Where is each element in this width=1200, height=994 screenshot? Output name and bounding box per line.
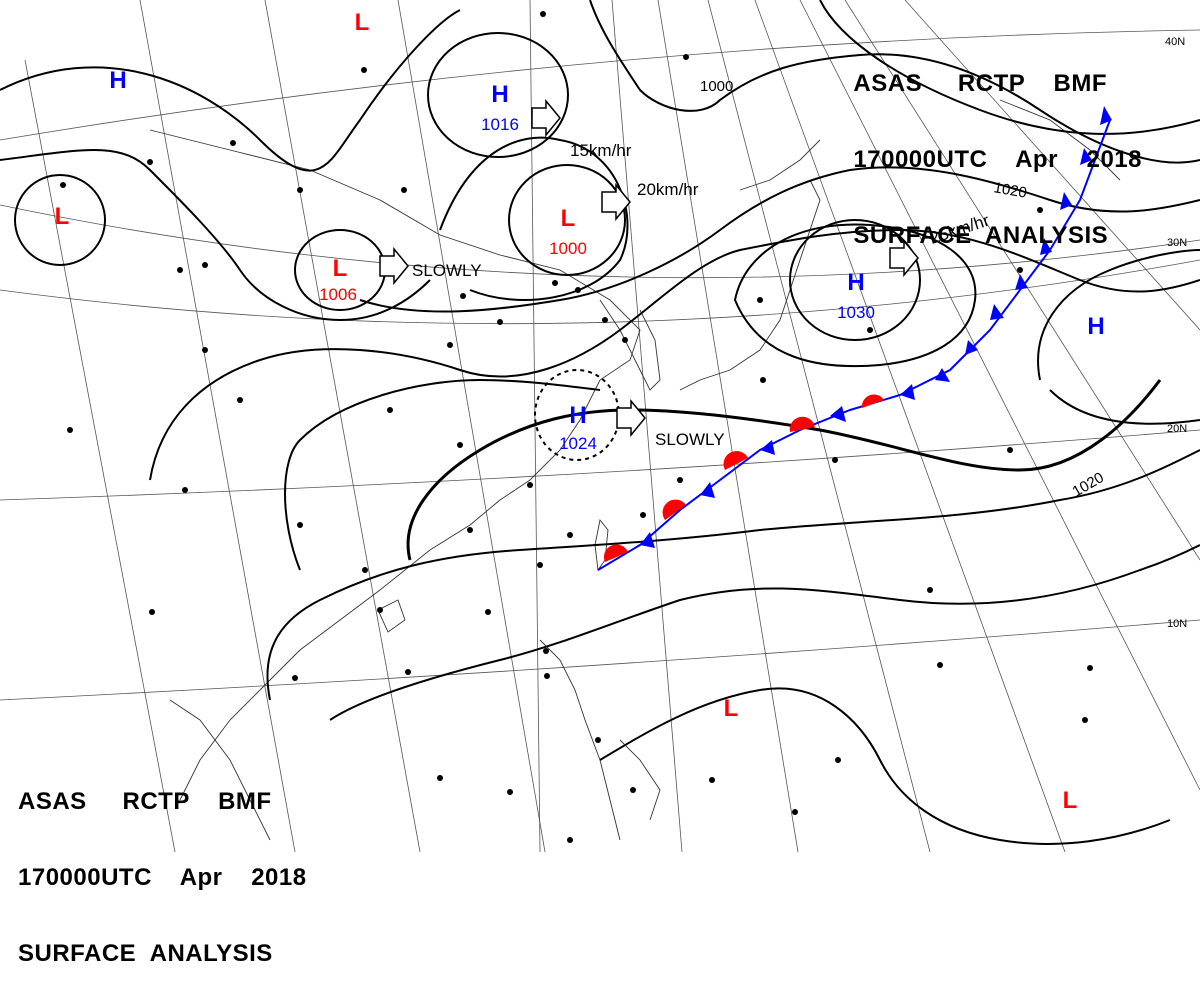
latitude-label: 10N: [1167, 618, 1187, 630]
pressure-centers: H 1016 L 1000 L 1006 H 1030 H 1024 H H L…: [55, 9, 1105, 814]
header-bottom-left: ASAS RCTP BMF 170000UTC Apr 2018 SURFACE…: [18, 742, 307, 994]
latitude-labels: 40N 30N 20N 10N: [1165, 36, 1187, 630]
header-line-title: SURFACE ANALYSIS: [853, 222, 1109, 249]
isobar-value-label: 1000: [700, 78, 733, 95]
header-line-time: 170000UTC Apr 2018: [853, 146, 1142, 173]
high-center-value: 1030: [837, 303, 875, 322]
low-center-symbol: L: [55, 203, 70, 230]
motion-speed-label: SLOWLY: [412, 261, 482, 280]
high-center-symbol: H: [109, 67, 126, 94]
low-center-value: 1000: [549, 239, 587, 258]
isobar-value-label: 1020: [1070, 469, 1107, 500]
motion-speed-label: 15km/hr: [570, 141, 632, 160]
motion-speed-label: SLOWLY: [655, 430, 725, 449]
motion-arrows: [379, 98, 919, 438]
graticule: [0, 0, 1200, 852]
latitude-label: 30N: [1167, 237, 1187, 249]
low-center-symbol: L: [724, 695, 739, 722]
low-center-symbol: L: [1063, 787, 1078, 814]
low-center-symbol: L: [333, 255, 348, 282]
high-center-symbol: H: [847, 269, 864, 296]
isobar-value-label: 1020: [992, 179, 1028, 202]
header-line-time: 170000UTC Apr 2018: [18, 864, 307, 891]
latitude-label: 40N: [1165, 36, 1185, 48]
station-plots: [60, 11, 1093, 843]
weather-map: H 1016 L 1000 L 1006 H 1030 H 1024 H H L…: [0, 0, 1200, 852]
high-center-symbol: H: [1087, 313, 1104, 340]
low-center-symbol: L: [561, 205, 576, 232]
header-top-right: ASAS RCTP BMF 170000UTC Apr 2018 SURFACE…: [853, 24, 1142, 276]
header-line-station: ASAS RCTP BMF: [853, 70, 1107, 97]
motion-speed-label: 20km/hr: [637, 180, 699, 199]
stationary-front: [597, 106, 1112, 571]
high-center-symbol: H: [569, 402, 586, 429]
header-line-title: SURFACE ANALYSIS: [18, 940, 273, 967]
header-line-station: ASAS RCTP BMF: [18, 788, 272, 815]
low-center-symbol: L: [355, 9, 370, 36]
high-center-value: 1024: [559, 434, 597, 453]
latitude-label: 20N: [1167, 423, 1187, 435]
high-center-value: 1016: [481, 115, 519, 134]
high-center-symbol: H: [491, 81, 508, 108]
low-center-value: 1006: [319, 285, 357, 304]
isobars: [0, 0, 1200, 845]
